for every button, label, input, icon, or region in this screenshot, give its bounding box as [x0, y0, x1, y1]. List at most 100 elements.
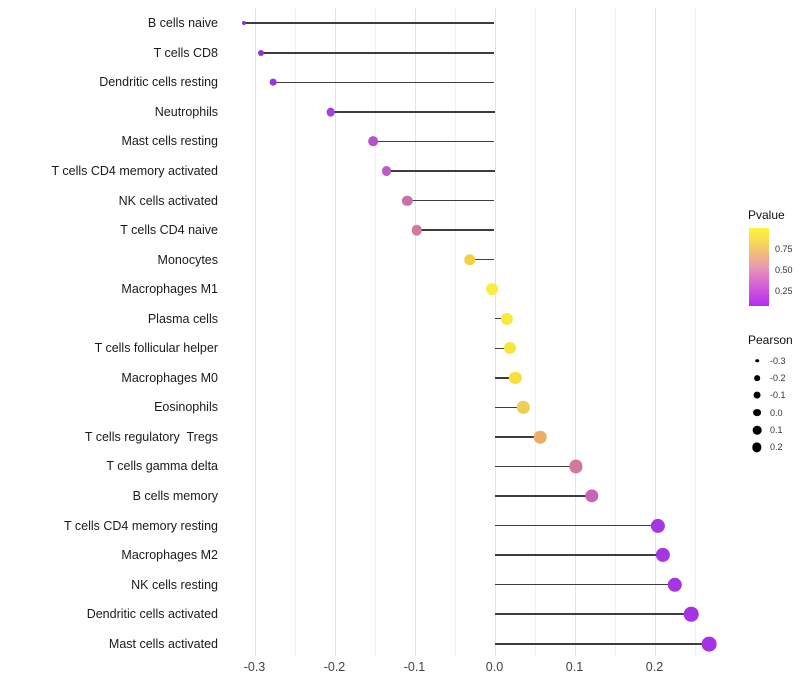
- pearson-legend-title: Pearson: [748, 333, 793, 347]
- lollipop-stem: [260, 52, 495, 54]
- x-axis-tick-label: -0.2: [323, 660, 346, 674]
- pearson-size-label: 0.0: [770, 407, 783, 418]
- pearson-size-label: 0.2: [770, 442, 783, 453]
- data-point: [684, 606, 699, 622]
- pearson-size-dot: [753, 408, 761, 417]
- pvalue-legend-title: Pvalue: [748, 208, 785, 222]
- minor-gridline: [614, 8, 616, 656]
- data-point: [501, 312, 514, 325]
- data-point: [585, 489, 599, 503]
- lollipop-stem: [372, 140, 495, 143]
- pvalue-tick-label: 0.25: [775, 286, 793, 297]
- pearson-size-label: -0.1: [770, 390, 786, 401]
- lollipop-stem: [272, 81, 495, 84]
- data-point: [503, 342, 516, 355]
- data-point: [517, 401, 530, 414]
- lollipop-stem: [494, 406, 524, 409]
- lollipop-stem: [330, 111, 495, 113]
- category-label: Plasma cells: [147, 311, 218, 326]
- category-label: T cells CD4 memory resting: [64, 518, 218, 533]
- pvalue-tick-label: 0.75: [775, 244, 793, 255]
- pearson-size-dot: [752, 442, 762, 452]
- major-gridline: [254, 8, 256, 656]
- major-gridline: [414, 8, 416, 656]
- data-point: [368, 136, 378, 147]
- category-label: Macrophages M2: [121, 548, 218, 563]
- major-gridline: [574, 8, 576, 656]
- lollipop-stem: [494, 347, 510, 349]
- pearson-size-label: 0.1: [770, 424, 783, 435]
- category-label: B cells naive: [147, 16, 218, 31]
- data-point: [242, 21, 247, 26]
- data-point: [650, 518, 665, 533]
- pvalue-gradient-bar: [749, 228, 769, 306]
- lollipop-stem: [386, 170, 495, 172]
- x-axis-tick-label: -0.1: [403, 660, 426, 674]
- lollipop-stem: [416, 229, 495, 231]
- category-label: T cells gamma delta: [106, 459, 218, 474]
- category-label: Eosinophils: [154, 400, 218, 415]
- lollipop-stem: [494, 495, 593, 497]
- x-axis-tick-label: 0.2: [645, 660, 664, 674]
- data-point: [269, 78, 277, 86]
- data-point: [257, 49, 264, 56]
- pearson-size-dot: [752, 425, 762, 435]
- data-point: [402, 195, 413, 206]
- category-label: Monocytes: [157, 252, 218, 267]
- category-label: Mast cells activated: [108, 636, 218, 651]
- data-point: [411, 224, 423, 236]
- pearson-size-dot: [753, 391, 761, 399]
- category-label: Macrophages M1: [121, 282, 218, 297]
- minor-gridline: [694, 8, 696, 656]
- category-label: Dendritic cells activated: [86, 607, 218, 622]
- lollipop-stem: [494, 613, 692, 615]
- lollipop-stem: [494, 377, 516, 379]
- x-axis-tick-label: 0.1: [565, 660, 584, 674]
- data-point: [463, 253, 476, 266]
- lollipop-stem: [469, 258, 495, 261]
- data-point: [655, 547, 670, 563]
- minor-gridline: [534, 8, 536, 656]
- category-label: B cells memory: [132, 489, 218, 503]
- pearson-size-dot: [755, 358, 759, 363]
- x-axis-tick-label: 0.0: [485, 660, 504, 674]
- minor-gridline: [454, 8, 456, 656]
- category-label: T cells CD8: [153, 45, 218, 60]
- category-label: NK cells resting: [131, 577, 218, 592]
- category-label: T cells regulatory Tregs: [84, 429, 218, 444]
- category-label: Macrophages M0: [121, 370, 218, 385]
- lollipop-stem: [494, 465, 577, 468]
- data-point: [569, 459, 583, 473]
- lollipop-stem: [494, 524, 658, 527]
- data-point: [667, 577, 682, 592]
- lollipop-stem: [407, 199, 495, 202]
- pearson-size-dot: [754, 375, 760, 381]
- data-point: [533, 430, 547, 444]
- lollipop-stem: [494, 643, 709, 645]
- major-gridline: [654, 8, 656, 656]
- data-point: [486, 283, 499, 296]
- major-gridline: [494, 8, 496, 656]
- minor-gridline: [374, 8, 376, 656]
- category-label: NK cells activated: [118, 193, 218, 208]
- category-label: T cells CD4 naive: [120, 223, 218, 238]
- lollipop-stem: [494, 436, 541, 438]
- data-point: [701, 636, 717, 652]
- data-point: [509, 371, 522, 384]
- pvalue-tick-label: 0.50: [775, 265, 793, 276]
- lollipop-stem: [494, 317, 508, 320]
- minor-gridline: [294, 8, 296, 656]
- lollipop-stem: [494, 583, 675, 586]
- category-label: T cells CD4 memory activated: [51, 163, 219, 178]
- pearson-size-label: -0.3: [770, 355, 786, 366]
- category-label: Dendritic cells resting: [99, 75, 218, 90]
- category-label: Neutrophils: [154, 104, 218, 119]
- data-point: [381, 165, 392, 176]
- x-axis-tick-label: -0.3: [243, 660, 266, 674]
- major-gridline: [334, 8, 336, 656]
- pearson-size-label: -0.2: [770, 373, 786, 383]
- category-label: T cells follicular helper: [94, 341, 218, 356]
- data-point: [326, 107, 335, 117]
- lollipop-stem: [244, 22, 495, 24]
